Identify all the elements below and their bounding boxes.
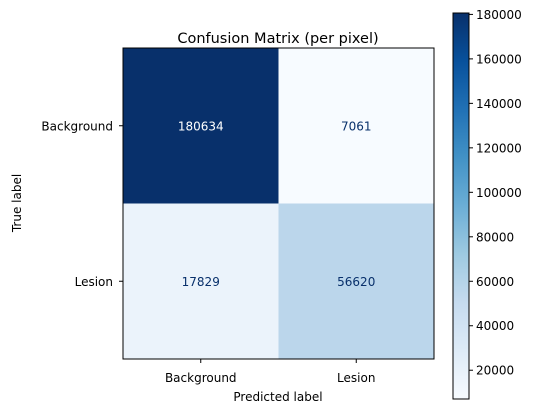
colorbar-tick-label: 140000 xyxy=(476,97,522,111)
colorbar-tick-label: 80000 xyxy=(476,230,514,244)
matrix-cell-1-0 xyxy=(123,203,279,359)
colorbar-tick-label: 40000 xyxy=(476,319,514,333)
colorbar-ticks: 20000 40000 60000 80000 100000 120000 140000 16… xyxy=(469,8,522,378)
colorbar-tick-label: 20000 xyxy=(476,364,514,378)
colorbar-gradient xyxy=(452,12,470,400)
y-tick-label: Lesion xyxy=(75,275,113,289)
cell-value-label-1-1: 56620 xyxy=(337,275,375,289)
colorbar-tick-label: 120000 xyxy=(476,141,522,155)
x-tick-label: Background xyxy=(165,371,237,385)
colorbar-tick-label: 180000 xyxy=(476,8,522,22)
matrix-cell-1-1 xyxy=(278,203,434,359)
x-axis-label: Predicted label xyxy=(233,390,322,404)
x-tick-label: Lesion xyxy=(337,371,375,385)
colorbar-tick-label: 60000 xyxy=(476,275,514,289)
cell-value-label-1-0: 17829 xyxy=(182,275,220,289)
colorbar: 20000 40000 60000 80000 100000 120000 140000 16… xyxy=(452,8,522,400)
matrix-cell-0-1 xyxy=(278,48,434,204)
plot-frame xyxy=(122,47,435,360)
y-tick-label: Background xyxy=(41,119,113,133)
matrix-cells: 180634 7061 17829 56620 xyxy=(123,48,434,359)
cell-value-label-0-0: 180634 xyxy=(178,119,224,133)
matrix-cell-0-0 xyxy=(123,48,279,204)
y-axis-label: True label xyxy=(10,174,24,233)
colorbar-tick-label: 160000 xyxy=(476,52,522,66)
cell-value-label-0-1: 7061 xyxy=(341,119,372,133)
colorbar-tick-label: 100000 xyxy=(476,186,522,200)
y-axis-ticks: Background Lesion xyxy=(41,119,123,289)
chart-title: Confusion Matrix (per pixel) xyxy=(177,31,378,47)
x-axis-ticks: Background Lesion xyxy=(165,359,375,385)
